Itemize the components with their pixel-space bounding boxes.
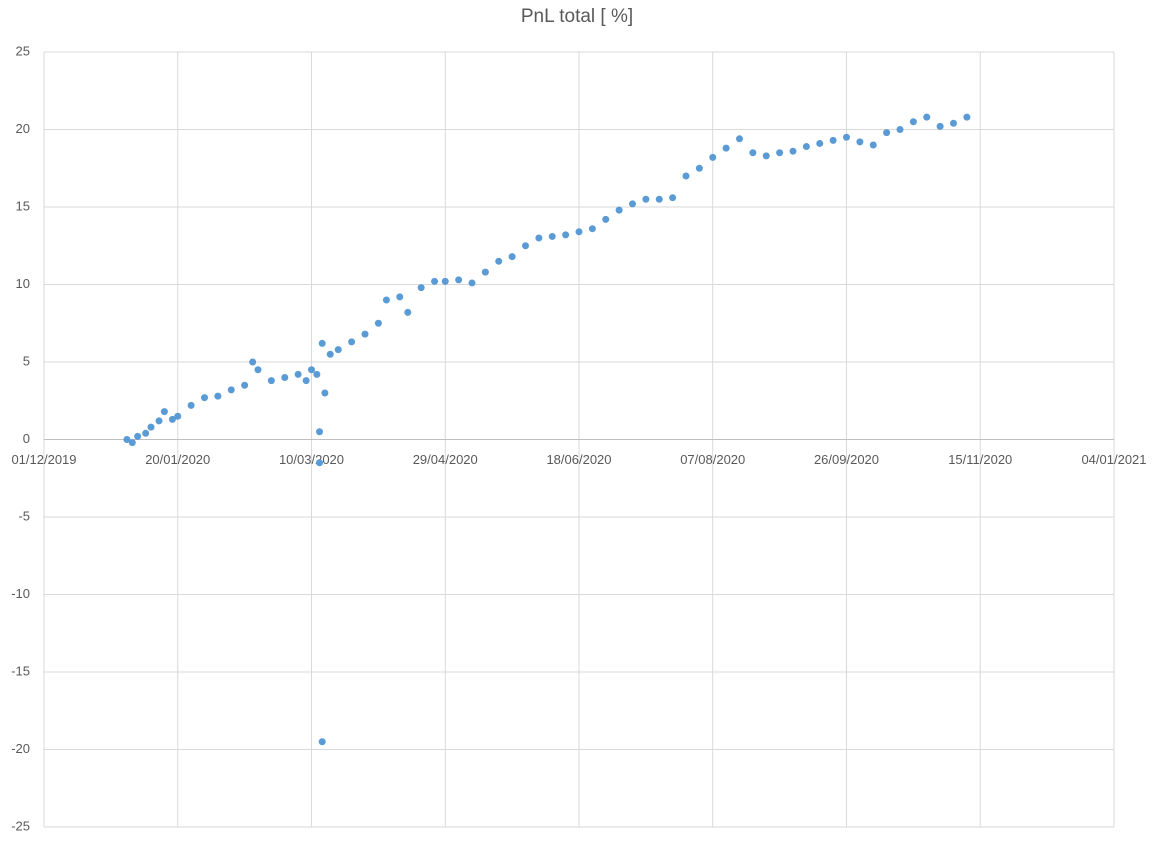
point <box>313 370 321 378</box>
point <box>155 417 163 425</box>
x-tick-label: 26/09/2020 <box>814 452 879 467</box>
x-tick-label: 18/06/2020 <box>546 452 611 467</box>
point <box>495 257 503 265</box>
point <box>802 143 810 151</box>
point <box>249 358 257 366</box>
x-tick-label: 15/11/2020 <box>948 452 1012 467</box>
y-tick-label: -10 <box>11 586 30 601</box>
point <box>308 366 315 374</box>
point <box>789 147 797 155</box>
point <box>417 284 425 292</box>
point <box>736 135 743 143</box>
y-tick-label: -15 <box>11 663 30 678</box>
point <box>404 308 412 316</box>
point <box>602 215 610 223</box>
point <box>843 133 850 141</box>
y-tick-label: 0 <box>23 431 30 446</box>
point <box>187 401 195 409</box>
point <box>709 153 717 161</box>
point <box>214 392 222 400</box>
point <box>749 149 757 157</box>
point <box>695 164 703 172</box>
point <box>316 459 324 467</box>
point <box>522 242 529 250</box>
point <box>722 144 730 152</box>
point <box>950 119 957 127</box>
point <box>160 408 168 416</box>
point <box>829 136 837 144</box>
point <box>441 277 449 285</box>
point <box>508 253 516 261</box>
point <box>241 381 249 389</box>
point <box>201 394 208 402</box>
point <box>128 439 136 447</box>
point <box>302 377 310 385</box>
point <box>856 138 864 146</box>
point <box>382 296 390 304</box>
point <box>142 429 150 437</box>
point <box>629 200 636 208</box>
y-tick-label: 25 <box>16 43 30 58</box>
point <box>227 386 235 394</box>
y-tick-label: -5 <box>18 508 30 523</box>
x-tick-label: 04/01/2021 <box>1081 452 1146 467</box>
point <box>361 330 369 338</box>
point <box>655 195 663 203</box>
point <box>396 293 404 301</box>
point <box>168 415 176 423</box>
point <box>776 149 784 157</box>
point <box>318 738 326 746</box>
point <box>883 129 891 137</box>
point <box>481 268 489 276</box>
point <box>321 389 329 397</box>
point <box>134 432 142 440</box>
y-tick-label: 5 <box>23 353 30 368</box>
x-tick-label: 01/12/2019 <box>11 452 76 467</box>
point <box>318 339 326 347</box>
point <box>642 195 650 203</box>
point <box>923 113 931 121</box>
y-tick-label: -25 <box>11 818 30 833</box>
point <box>963 113 971 121</box>
point <box>548 232 556 240</box>
y-tick-label: 10 <box>16 276 30 291</box>
point <box>936 122 944 130</box>
point <box>869 141 877 149</box>
point <box>909 118 917 126</box>
point <box>254 366 262 374</box>
point <box>562 231 570 239</box>
point <box>374 319 382 327</box>
point <box>348 338 356 346</box>
point <box>535 234 543 242</box>
x-tick-label: 20/01/2020 <box>145 452 210 467</box>
point <box>588 225 596 233</box>
point <box>326 350 334 358</box>
point <box>896 126 904 133</box>
point <box>669 194 677 202</box>
point <box>267 377 275 385</box>
y-tick-label: 20 <box>16 121 30 136</box>
point <box>123 436 131 443</box>
y-tick-label: -20 <box>11 741 30 756</box>
point <box>468 279 476 287</box>
point <box>294 370 302 378</box>
point <box>816 139 824 147</box>
point <box>281 374 289 381</box>
chart-title: PnL total [ %] <box>521 6 633 27</box>
x-tick-label: 07/08/2020 <box>680 452 745 467</box>
point <box>455 276 463 284</box>
point <box>334 346 342 354</box>
point <box>147 423 155 431</box>
point <box>682 172 690 180</box>
x-tick-label: 29/04/2020 <box>413 452 478 467</box>
point <box>615 206 623 214</box>
point <box>316 428 324 436</box>
point <box>174 412 182 420</box>
point <box>575 228 583 236</box>
point <box>431 277 439 285</box>
y-tick-label: 15 <box>16 198 30 213</box>
x-tick-label: 10/03/2020 <box>279 452 344 467</box>
point <box>762 152 770 160</box>
